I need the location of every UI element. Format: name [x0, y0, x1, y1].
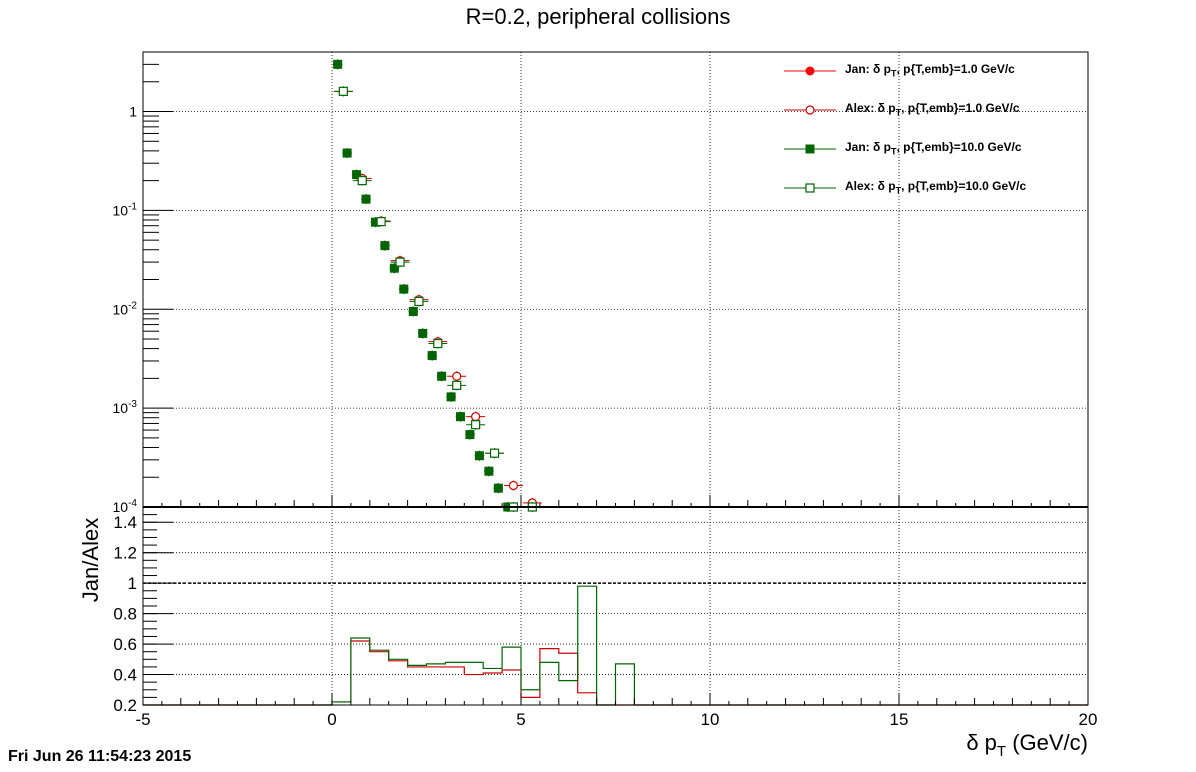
legend-symbol [805, 144, 815, 154]
data-point [357, 176, 367, 186]
data-point [465, 430, 475, 440]
data-point [456, 412, 466, 422]
data-point [418, 328, 428, 338]
y-tick-label: 10-1 [113, 201, 138, 218]
x-tick-label: 5 [516, 710, 525, 729]
legend-marker-open-square [784, 183, 836, 193]
legend-symbol [805, 66, 815, 76]
data-point [427, 351, 437, 361]
data-point [484, 466, 494, 476]
x-tick-label: -5 [135, 710, 150, 729]
y-tick-label: 1 [128, 574, 137, 593]
data-point [452, 371, 462, 381]
data-point [433, 338, 443, 349]
legend-label: Jan: δ pT, p{T,emb}=10.0 GeV/c [845, 140, 1022, 157]
chart-title: R=0.2, peripheral collisions [465, 4, 731, 29]
data-point [333, 59, 343, 69]
y-tick-label: 1 [129, 104, 137, 120]
x-tick-label: 15 [890, 710, 909, 729]
x-axis-label: δ pT (GeV/c) [966, 730, 1088, 760]
y-tick-label: 1.2 [113, 544, 137, 563]
data-point [376, 217, 386, 227]
x-tick-label: 20 [1079, 710, 1098, 729]
y-tick-label: 10-4 [113, 498, 138, 515]
data-point [395, 257, 405, 267]
upper-data [332, 59, 542, 512]
data-point [489, 448, 500, 458]
data-point [342, 148, 352, 158]
legend-symbol [805, 183, 815, 193]
data-point [361, 194, 371, 204]
data-point [474, 451, 484, 461]
legend-entry-jan-1gev: Jan: δ pT, p{T,emb}=1.0 GeV/c [780, 58, 1080, 97]
x-tick-label: 10 [701, 710, 720, 729]
y-tick-label: 0.8 [113, 605, 137, 624]
data-point [493, 483, 503, 493]
data-point [380, 241, 390, 251]
data-point [399, 284, 409, 294]
legend-entry-alex-1gev: Alex: δ pT, p{T,emb}=1.0 GeV/c [780, 97, 1080, 136]
legend-marker-filled-circle [784, 66, 836, 76]
legend-label: Alex: δ pT, p{T,emb}=1.0 GeV/c [845, 101, 1020, 118]
data-point [338, 86, 348, 96]
legend-marker-filled-square [784, 144, 836, 154]
data-point [437, 371, 447, 381]
y-tick-label: 1.4 [113, 513, 137, 532]
lower-y-axis-label: Jan/Alex [78, 518, 103, 602]
data-point [446, 392, 456, 402]
data-point [508, 480, 519, 491]
y-tick-label: 10-3 [113, 399, 138, 416]
ratio-histogram [143, 585, 1088, 706]
timestamp: Fri Jun 26 11:54:23 2015 [8, 748, 192, 765]
legend-label: Jan: δ pT, p{T,emb}=1.0 GeV/c [845, 62, 1015, 79]
data-point [414, 296, 424, 307]
y-tick-label: 0.2 [113, 696, 137, 715]
legend: Jan: δ pT, p{T,emb}=1.0 GeV/c Alex: δ pT… [780, 58, 1080, 214]
y-tick-label: 0.4 [113, 666, 137, 685]
data-point [408, 306, 418, 316]
data-point [471, 420, 481, 430]
x-tick-label: 0 [327, 710, 336, 729]
y-tick-label: 0.6 [113, 635, 137, 654]
data-point [452, 380, 462, 390]
data-point [352, 170, 362, 180]
legend-symbol [805, 105, 815, 115]
lower-data [143, 585, 1088, 706]
legend-label: Alex: δ pT, p{T,emb}=10.0 GeV/c [845, 179, 1027, 196]
data-point [389, 263, 399, 273]
legend-marker-open-circle [784, 105, 836, 115]
data-point [471, 412, 481, 422]
legend-entry-alex-10gev: Alex: δ pT, p{T,emb}=10.0 GeV/c [780, 175, 1080, 214]
legend-entry-jan-10gev: Jan: δ pT, p{T,emb}=10.0 GeV/c [780, 136, 1080, 175]
axes: -5 0 5 10 15 20 1 10-1 10-2 10-3 10-4 0.2 0.4 0.6 0.8 1… [113, 51, 1098, 729]
y-tick-label: 10-2 [113, 300, 138, 317]
